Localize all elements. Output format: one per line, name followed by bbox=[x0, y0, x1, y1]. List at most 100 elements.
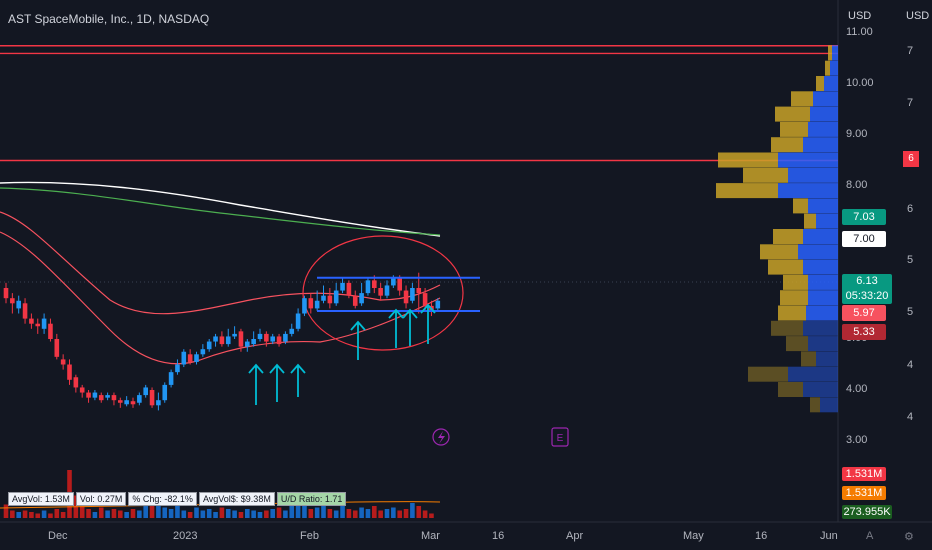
vp-bar-up-16 bbox=[780, 290, 808, 306]
settings-gear-icon[interactable]: ⚙ bbox=[904, 531, 914, 543]
candle-body-25[interactable] bbox=[162, 384, 168, 401]
vp-bar-up-23 bbox=[810, 397, 820, 413]
candle-body-63[interactable] bbox=[403, 290, 409, 304]
candle-body-26[interactable] bbox=[168, 372, 174, 385]
candle-body-5[interactable] bbox=[35, 323, 41, 327]
candle-body-17[interactable] bbox=[111, 395, 117, 401]
candle-body-51[interactable] bbox=[327, 295, 333, 304]
candle-body-46[interactable] bbox=[295, 313, 301, 329]
volume-bar-43 bbox=[276, 507, 282, 518]
candle-body-30[interactable] bbox=[194, 354, 199, 362]
candle-body-22[interactable] bbox=[143, 387, 148, 396]
auto-scale-button[interactable]: A bbox=[866, 530, 874, 542]
ma-pink-upper-line bbox=[0, 211, 441, 315]
candle-body-66[interactable] bbox=[422, 293, 428, 306]
support-arrow-0[interactable] bbox=[248, 363, 264, 405]
candle-body-38[interactable] bbox=[245, 341, 250, 347]
candle-body-29[interactable] bbox=[187, 354, 193, 362]
candle-body-7[interactable] bbox=[48, 323, 53, 339]
vp-bar-down-18 bbox=[803, 320, 838, 336]
candle-body-23[interactable] bbox=[149, 390, 155, 406]
lightning-marker[interactable] bbox=[432, 428, 450, 446]
candle-body-21[interactable] bbox=[137, 395, 142, 403]
candle-body-11[interactable] bbox=[73, 377, 79, 388]
vp-bar-down-4 bbox=[810, 106, 838, 122]
candle-body-42[interactable] bbox=[270, 336, 275, 342]
candle-body-10[interactable] bbox=[67, 364, 72, 380]
support-arrow-1[interactable] bbox=[269, 363, 285, 402]
candle-body-8[interactable] bbox=[54, 339, 60, 357]
candle-body-56[interactable] bbox=[359, 293, 364, 304]
candle-body-2[interactable] bbox=[16, 300, 21, 309]
candle-body-39[interactable] bbox=[251, 339, 256, 345]
price-tick-left-7: 4.00 bbox=[846, 383, 868, 395]
support-arrow-2[interactable] bbox=[290, 363, 306, 397]
candle-body-55[interactable] bbox=[352, 295, 358, 306]
candle-body-13[interactable] bbox=[86, 392, 91, 398]
candle-body-54[interactable] bbox=[346, 282, 352, 296]
candle-body-44[interactable] bbox=[283, 333, 288, 342]
candle-body-41[interactable] bbox=[264, 333, 269, 342]
candle-body-14[interactable] bbox=[92, 392, 98, 398]
candle-body-65[interactable] bbox=[416, 288, 422, 294]
support-arrow-6[interactable] bbox=[420, 303, 436, 344]
volume-bar-56 bbox=[359, 507, 364, 518]
candle-body-24[interactable] bbox=[156, 400, 161, 406]
candle-body-20[interactable] bbox=[130, 401, 136, 405]
candle-body-6[interactable] bbox=[41, 318, 47, 329]
candle-body-4[interactable] bbox=[29, 318, 34, 324]
candle-body-53[interactable] bbox=[340, 282, 345, 291]
candle-body-45[interactable] bbox=[289, 328, 295, 334]
candle-body-64[interactable] bbox=[410, 288, 415, 301]
vp-bar-up-1 bbox=[825, 60, 830, 76]
vp-bar-down-8 bbox=[788, 167, 838, 183]
candle-body-9[interactable] bbox=[60, 359, 66, 365]
volume-tag-green: 273.955K bbox=[842, 505, 892, 519]
candle-body-0[interactable] bbox=[3, 288, 9, 299]
volume-bar-39 bbox=[251, 510, 256, 518]
candle-body-60[interactable] bbox=[384, 285, 390, 296]
vp-bar-down-9 bbox=[778, 183, 838, 199]
earnings-marker[interactable]: E bbox=[551, 427, 569, 447]
candle-body-37[interactable] bbox=[238, 331, 244, 347]
candle-body-43[interactable] bbox=[276, 336, 282, 345]
support-arrow-3[interactable] bbox=[350, 320, 366, 360]
candle-body-62[interactable] bbox=[397, 277, 402, 291]
candle-body-12[interactable] bbox=[79, 387, 85, 393]
candle-body-15[interactable] bbox=[98, 395, 104, 401]
candle-body-50[interactable] bbox=[321, 295, 326, 301]
consolidation-ellipse[interactable] bbox=[302, 235, 464, 351]
candle-body-31[interactable] bbox=[200, 349, 206, 355]
support-arrow-5[interactable] bbox=[402, 308, 418, 346]
candle-body-34[interactable] bbox=[219, 336, 225, 345]
candle-body-27[interactable] bbox=[175, 364, 180, 373]
candle-body-52[interactable] bbox=[333, 290, 339, 304]
candle-body-19[interactable] bbox=[124, 400, 129, 405]
candle-body-33[interactable] bbox=[213, 336, 218, 342]
candle-body-16[interactable] bbox=[105, 395, 110, 398]
candle-body-32[interactable] bbox=[206, 341, 212, 350]
candle-body-59[interactable] bbox=[378, 288, 383, 296]
candle-body-40[interactable] bbox=[257, 333, 263, 339]
candle-body-36[interactable] bbox=[232, 333, 237, 337]
candle-body-47[interactable] bbox=[302, 298, 307, 314]
volume-bar-26 bbox=[168, 509, 174, 518]
candle-body-68[interactable] bbox=[435, 300, 441, 309]
candle-body-57[interactable] bbox=[365, 280, 371, 294]
volume-bar-61 bbox=[391, 507, 396, 518]
candle-body-3[interactable] bbox=[22, 303, 28, 319]
support-arrow-4[interactable] bbox=[388, 308, 404, 348]
candle-body-58[interactable] bbox=[372, 280, 377, 288]
candle-body-48[interactable] bbox=[308, 298, 314, 309]
candle-body-49[interactable] bbox=[314, 300, 320, 309]
candle-body-28[interactable] bbox=[181, 351, 187, 365]
candle-body-35[interactable] bbox=[225, 336, 231, 345]
candle-body-61[interactable] bbox=[391, 277, 396, 286]
candle-body-18[interactable] bbox=[118, 400, 123, 403]
candle-body-1[interactable] bbox=[10, 298, 15, 304]
vp-bar-up-8 bbox=[743, 167, 788, 183]
volume-bar-3 bbox=[22, 510, 28, 518]
vp-bar-up-5 bbox=[780, 121, 808, 137]
countdown-timer: 05:33:20 bbox=[845, 290, 889, 302]
